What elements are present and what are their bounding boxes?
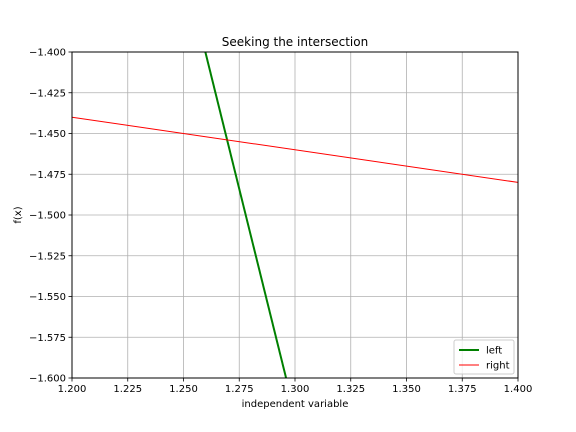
legend: left right	[453, 339, 515, 375]
y-tick-label: −1.550	[29, 292, 66, 303]
chart-title: Seeking the intersection	[222, 35, 368, 49]
y-tick-label: −1.600	[29, 374, 66, 385]
series-group	[72, 52, 518, 378]
series-line-left	[204, 52, 288, 378]
y-tick-label: −1.400	[29, 48, 66, 59]
x-tick-label: 1.225	[113, 384, 142, 395]
x-tick-label: 1.250	[169, 384, 198, 395]
x-tick-label: 1.300	[281, 384, 310, 395]
y-tick-label: −1.425	[29, 88, 66, 99]
x-tick-label: 1.375	[448, 384, 477, 395]
x-tick-label: 1.325	[336, 384, 365, 395]
legend-label-right: right	[486, 361, 510, 372]
x-axis-label: independent variable	[242, 399, 349, 410]
y-axis-label: f(x)	[13, 206, 24, 223]
x-tick-label: 1.350	[392, 384, 421, 395]
y-tick-label: −1.500	[29, 211, 66, 222]
x-tick-label: 1.200	[58, 384, 87, 395]
series-line-right	[72, 116, 518, 183]
ticks: 1.200 1.225 1.250 1.275 1.300 1.325 1.350 1.375…	[29, 48, 532, 396]
y-tick-label: −1.450	[29, 129, 66, 140]
x-tick-label: 1.275	[225, 384, 254, 395]
y-tick-label: −1.475	[29, 170, 66, 181]
legend-label-left: left	[486, 346, 502, 357]
y-tick-label: −1.575	[29, 333, 66, 344]
x-tick-label: 1.400	[504, 384, 533, 395]
y-tick-label: −1.525	[29, 251, 66, 262]
